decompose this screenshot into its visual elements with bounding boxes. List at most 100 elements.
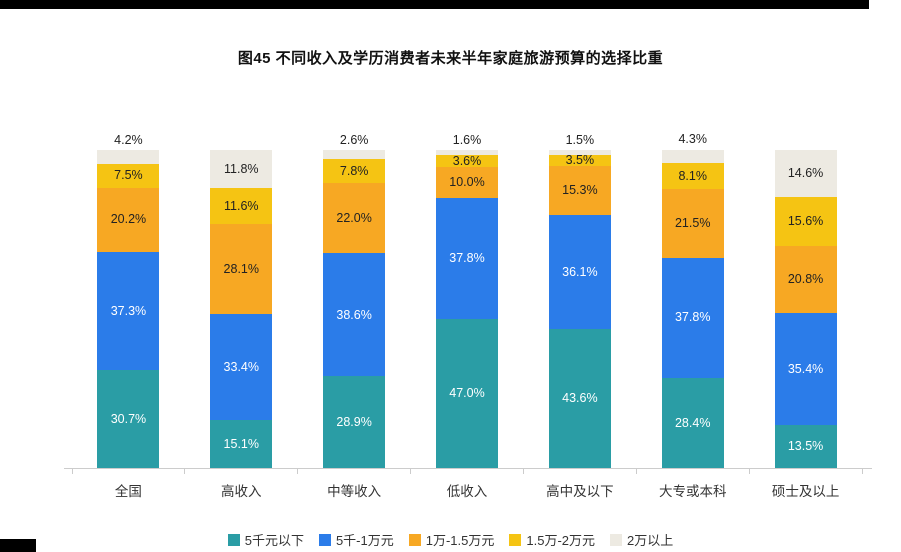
value-label: 11.6% bbox=[224, 198, 259, 213]
bar-segment bbox=[661, 149, 724, 164]
value-label: 4.2% bbox=[114, 132, 143, 147]
value-label: 21.5% bbox=[674, 216, 711, 231]
value-label: 37.8% bbox=[674, 310, 711, 325]
bar-segment: 3.6% bbox=[436, 153, 498, 168]
value-label: 35.4% bbox=[787, 361, 824, 376]
bar-segment: 7.5% bbox=[97, 163, 160, 188]
value-label: 1.6% bbox=[452, 132, 482, 147]
axis-tick bbox=[184, 468, 186, 474]
bar-group: 43.6% 36.1% 15.3% 3.5% 1.5% bbox=[523, 134, 636, 468]
x-axis-ticks bbox=[71, 468, 863, 474]
category-label: 低收入 bbox=[446, 484, 488, 499]
bar-segment: 15.6% bbox=[774, 196, 837, 247]
bar-segment: 20.2% bbox=[97, 187, 160, 252]
bottom-left-corner bbox=[0, 539, 36, 552]
value-label: 14.6% bbox=[787, 166, 824, 181]
value-label: 7.5% bbox=[114, 168, 143, 183]
stacked-bar: 13.5% 35.4% 20.8% 15.6% 14.6% bbox=[774, 150, 837, 468]
bar-group: 30.7% 37.3% 20.2% 7.5% 4.2% bbox=[72, 134, 185, 468]
stacked-bar: 47.0% 37.8% 10.0% 3.6% 1.6% bbox=[436, 134, 498, 468]
value-label: 43.6% bbox=[562, 391, 598, 406]
category-label: 全国 bbox=[114, 484, 142, 499]
legend-swatch bbox=[318, 533, 331, 546]
value-label: 3.6% bbox=[452, 153, 482, 168]
stacked-bar: 15.1% 33.4% 28.1% 11.6% 11.8% bbox=[210, 150, 273, 468]
legend-label: 1万-1.5万元 bbox=[425, 533, 495, 548]
axis-tick bbox=[410, 468, 412, 474]
bar-segment: 38.6% bbox=[323, 253, 386, 377]
value-label: 22.0% bbox=[336, 211, 372, 226]
bar-segment: 3.5% bbox=[548, 154, 611, 166]
bar-segment: 21.5% bbox=[661, 189, 724, 258]
legend-item: 1万-1.5万元 bbox=[408, 530, 495, 549]
bar-group: 28.9% 38.6% 22.0% 7.8% 2.6% bbox=[298, 134, 411, 468]
top-right-notch bbox=[869, 0, 901, 9]
value-label: 20.8% bbox=[787, 272, 824, 287]
value-label: 38.6% bbox=[336, 307, 372, 322]
x-axis-line bbox=[64, 468, 872, 469]
stacked-bar: 43.6% 36.1% 15.3% 3.5% 1.5% bbox=[548, 134, 611, 468]
category-label: 高中及以下 bbox=[546, 484, 614, 499]
bar-group: 28.4% 37.8% 21.5% 8.1% 4.3% bbox=[636, 133, 749, 468]
legend-swatch bbox=[509, 533, 522, 546]
bar-group: 15.1% 33.4% 28.1% 11.6% 11.8% bbox=[185, 150, 298, 468]
value-label: 30.7% bbox=[110, 411, 147, 426]
value-label: 15.1% bbox=[223, 436, 259, 451]
category-label: 硕士及以上 bbox=[771, 484, 840, 499]
value-label: 13.5% bbox=[787, 439, 824, 454]
value-label: 28.9% bbox=[336, 414, 372, 429]
value-label: 11.8% bbox=[224, 161, 259, 176]
plot-area: 30.7% 37.3% 20.2% 7.5% 4.2% 15.1% 33.4% 28.1% 11… bbox=[72, 133, 862, 468]
bar-segment: 15.1% bbox=[210, 420, 273, 468]
bar-segment bbox=[548, 150, 611, 155]
value-label: 28.1% bbox=[223, 261, 259, 276]
bar-segment bbox=[323, 150, 386, 159]
legend-item: 5千-1万元 bbox=[318, 530, 394, 549]
value-label: 2.6% bbox=[339, 132, 369, 147]
value-label: 15.3% bbox=[562, 183, 598, 198]
bar-segment: 43.6% bbox=[548, 329, 611, 468]
bar-segment: 35.4% bbox=[774, 312, 837, 426]
bar-segment: 7.8% bbox=[323, 158, 386, 184]
value-label: 15.6% bbox=[787, 214, 824, 229]
category-label: 大专或本科 bbox=[658, 484, 727, 499]
value-label: 20.2% bbox=[110, 212, 147, 227]
bar-segment: 37.8% bbox=[661, 257, 724, 378]
stacked-bar: 30.7% 37.3% 20.2% 7.5% 4.2% bbox=[97, 134, 160, 468]
legend-label: 1.5万-2万元 bbox=[526, 533, 596, 548]
legend-item: 2万以上 bbox=[610, 530, 673, 549]
stacked-bar: 28.9% 38.6% 22.0% 7.8% 2.6% bbox=[323, 134, 386, 468]
bar-segment bbox=[436, 150, 498, 156]
bar-segment: 37.3% bbox=[97, 251, 160, 371]
axis-tick bbox=[861, 468, 863, 474]
bar-segment: 11.6% bbox=[210, 187, 273, 225]
category-label: 高收入 bbox=[221, 484, 262, 499]
chart-title: 图45 不同收入及学历消费者未来半年家庭旅游预算的选择比重 bbox=[237, 50, 664, 67]
value-label: 28.4% bbox=[674, 415, 711, 430]
legend-swatch bbox=[227, 533, 240, 546]
legend-label: 5千元以下 bbox=[244, 533, 304, 548]
axis-tick bbox=[71, 468, 73, 474]
bar-segment: 28.1% bbox=[210, 224, 273, 314]
value-label: 8.1% bbox=[678, 168, 707, 183]
bar-segment: 36.1% bbox=[548, 214, 611, 330]
bar-segment: 28.9% bbox=[323, 376, 386, 468]
axis-tick bbox=[635, 468, 637, 474]
category-label: 中等收入 bbox=[327, 484, 382, 499]
value-label: 36.1% bbox=[562, 264, 598, 279]
bar-group: 47.0% 37.8% 10.0% 3.6% 1.6% bbox=[411, 134, 524, 468]
bar-segment: 10.0% bbox=[436, 166, 498, 199]
legend-item: 5千元以下 bbox=[227, 530, 304, 549]
legend-swatch bbox=[610, 533, 623, 546]
bar-segment: 37.8% bbox=[436, 198, 498, 319]
value-label: 37.3% bbox=[110, 303, 147, 318]
category-labels-row: 全国 高收入 中等收入 低收入 高中及以下 大专或本科 硕士及以上 bbox=[72, 476, 862, 500]
value-label: 4.3% bbox=[678, 132, 707, 147]
bar-segment: 13.5% bbox=[774, 425, 837, 468]
bar-segment: 11.8% bbox=[210, 150, 273, 188]
bar-segment: 30.7% bbox=[97, 370, 160, 468]
bar-segment: 33.4% bbox=[210, 313, 273, 420]
legend-item: 1.5万-2万元 bbox=[509, 530, 595, 549]
axis-tick bbox=[748, 468, 750, 474]
